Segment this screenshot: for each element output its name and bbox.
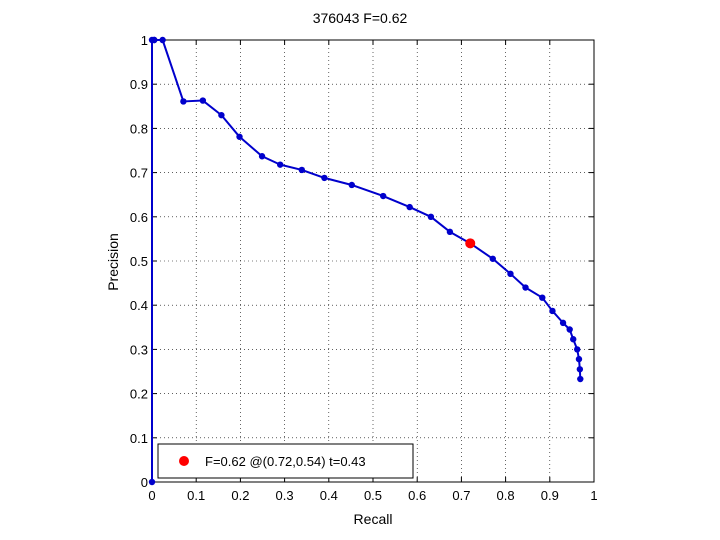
- x-tick-label: 0.9: [541, 488, 559, 503]
- y-tick-label: 1: [141, 33, 148, 48]
- y-tick-label: 0.4: [130, 298, 148, 313]
- y-tick-label: 0.2: [130, 387, 148, 402]
- legend: F=0.62 @(0.72,0.54) t=0.43: [157, 443, 414, 479]
- pr-curve-point: [549, 307, 556, 315]
- x-tick-label: 0.2: [231, 488, 249, 503]
- y-tick-label: 0.8: [130, 121, 148, 136]
- best-f-point: [465, 238, 476, 249]
- pr-curve-point: [258, 153, 266, 160]
- x-tick-label: 0.4: [320, 488, 338, 503]
- x-tick-label: 0.5: [364, 488, 382, 503]
- pr-curve-point: [180, 98, 187, 105]
- pr-curve-point: [559, 319, 567, 327]
- series-layer: [148, 36, 584, 486]
- y-axis-label: Precision: [105, 233, 121, 291]
- y-tick-label: 0.6: [130, 210, 148, 225]
- pr-curve-point: [148, 478, 156, 486]
- x-tick-label: 0.3: [276, 488, 294, 503]
- pr-curve-point: [575, 355, 583, 363]
- axis-ticks: [151, 39, 595, 483]
- pr-curve-point: [298, 166, 306, 174]
- x-tick-label: 0.8: [497, 488, 515, 503]
- pr-curve-point: [539, 294, 546, 301]
- pr-curve-point: [566, 326, 573, 333]
- pr-curve-point: [321, 174, 328, 182]
- chart-title: 376043 F=0.62: [313, 10, 408, 26]
- pr-curve-point: [576, 366, 584, 373]
- x-tick-label: 0.1: [187, 488, 205, 503]
- y-tick-label: 0.7: [130, 166, 148, 181]
- pr-curve-point: [218, 111, 225, 119]
- pr-curve-point: [570, 336, 577, 343]
- x-tick-label: 1: [590, 488, 597, 503]
- pr-curve-point: [159, 36, 166, 44]
- pr-curve-point: [427, 213, 435, 220]
- y-tick-label: 0.1: [130, 431, 148, 446]
- y-tick-label: 0.3: [130, 342, 148, 357]
- pr-curve-point: [379, 192, 387, 200]
- pr-curve-point: [199, 97, 207, 104]
- y-tick-labels: 0 0.1 0.2 0.3 0.4 0.5 0.6 0.7 0.8 0.9 1: [130, 33, 148, 490]
- y-tick-label: 0.9: [130, 77, 148, 92]
- y-tick-label: 0.5: [130, 254, 148, 269]
- x-axis-label: Recall: [354, 511, 393, 527]
- x-tick-label: 0.7: [452, 488, 470, 503]
- legend-text: F=0.62 @(0.72,0.54) t=0.43: [205, 454, 366, 469]
- pr-curve-point: [489, 255, 496, 262]
- pr-curve-point: [522, 284, 529, 291]
- pr-curve-point: [574, 346, 581, 353]
- legend-marker: [179, 456, 189, 466]
- y-tick-label: 0: [141, 475, 148, 490]
- highlight-layer: [465, 238, 476, 249]
- grid-lines: [152, 40, 594, 482]
- pr-curve-point: [577, 375, 584, 383]
- x-tick-label: 0.6: [408, 488, 426, 503]
- legend-box: [157, 443, 414, 479]
- x-tick-labels: 0 0.1 0.2 0.3 0.4 0.5 0.6 0.7 0.8 0.9 1: [148, 488, 597, 503]
- pr-curve-point: [348, 181, 355, 189]
- pr-curve-point: [236, 133, 243, 140]
- x-tick-label: 0: [148, 488, 155, 503]
- pr-curve-point: [151, 36, 158, 44]
- pr-curve-point: [507, 270, 514, 278]
- pr-curve-point: [446, 228, 454, 236]
- pr-curve-point: [276, 161, 284, 168]
- pr-curve-point: [406, 203, 413, 211]
